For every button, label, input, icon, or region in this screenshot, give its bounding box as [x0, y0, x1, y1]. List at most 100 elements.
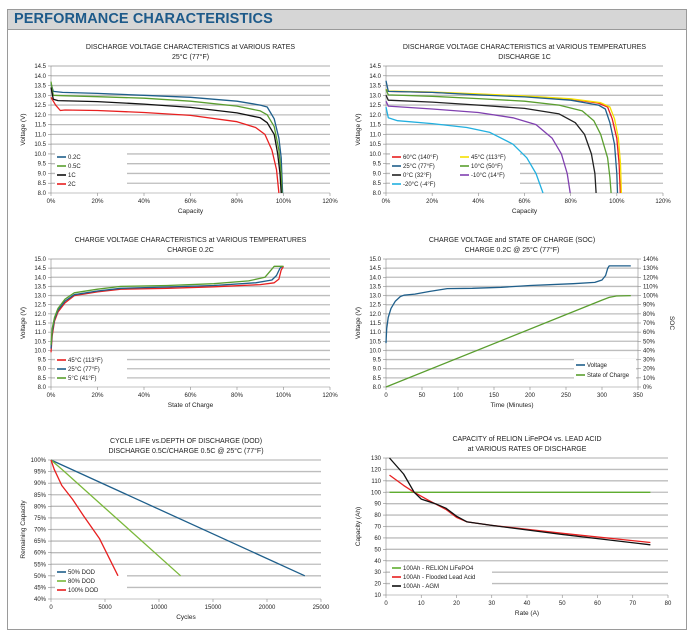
legend-label: 100% DOD [68, 588, 99, 594]
x-axis-label: State of Charge [168, 402, 214, 409]
series-line-25-c-77-f- [50, 265, 283, 349]
y-tick-label: 90% [34, 481, 47, 487]
y2-tick-label: 60% [643, 330, 656, 336]
y-tick-label: 12.0 [34, 113, 46, 119]
y-tick-label: 8.0 [38, 385, 47, 391]
y-axis-label: Voltage (V) [20, 307, 27, 339]
x-tick-label: 350 [633, 393, 644, 399]
series-line-voltage [385, 265, 631, 344]
legend-label: 0.5C [68, 164, 81, 170]
series-line-45-c-113-f- [50, 265, 285, 353]
y-tick-label: 8.5 [38, 376, 47, 382]
y-tick-label: 12.5 [34, 303, 46, 309]
y2-tick-label: 30% [643, 358, 656, 364]
y-tick-label: 10.5 [34, 142, 46, 148]
y-tick-label: 12.0 [369, 312, 381, 318]
x-tick-label: 0% [47, 393, 56, 399]
x-tick-label: 5000 [98, 605, 112, 611]
x-tick-label: 0 [384, 601, 388, 607]
y-tick-label: 100 [371, 490, 382, 496]
y-tick-label: 13.5 [369, 284, 381, 290]
y-tick-label: 50 [374, 547, 381, 553]
y-tick-label: 14.0 [369, 275, 381, 281]
y-tick-label: 70 [374, 525, 381, 531]
y-tick-label: 40 [374, 559, 381, 565]
y2-tick-label: 90% [643, 303, 656, 309]
x-tick-label: 100% [609, 199, 625, 205]
y-axis-label: Capacity (Ah) [355, 507, 362, 546]
y-tick-label: 95% [34, 470, 47, 476]
y2-axis-label: SOC [668, 316, 675, 330]
chart-discharge-temps: DISCHARGE VOLTAGE CHARACTERISTICS at VAR… [355, 44, 671, 215]
x-tick-label: 10 [418, 601, 425, 607]
legend-box [55, 354, 127, 385]
y-tick-label: 20 [374, 582, 381, 588]
y-tick-label: 50% [34, 574, 47, 580]
chart-subtitle: CHARGE 0.2C [167, 247, 214, 254]
y-tick-label: 10.0 [34, 348, 46, 354]
series-line-25-c-77-f- [385, 80, 619, 194]
y-tick-label: 12.0 [34, 312, 46, 318]
legend-label: 0.2C [68, 155, 81, 161]
y-tick-label: 14.5 [369, 266, 381, 272]
x-tick-label: 20% [91, 393, 104, 399]
y-tick-label: 13.0 [34, 294, 46, 300]
x-axis-label: Capacity [178, 208, 204, 215]
chart-capacity-compare: CAPACITY of RELION LiFePO4 vs. LEAD ACID… [355, 436, 672, 617]
x-tick-label: 70 [629, 601, 636, 607]
y-tick-label: 60% [34, 551, 47, 557]
y-tick-label: 13.0 [34, 93, 46, 99]
x-tick-label: 120% [322, 199, 338, 205]
y2-tick-label: 110% [643, 284, 659, 290]
series-line-10-c-50-f- [385, 89, 612, 194]
legend-label: 60°C (140°F) [403, 155, 438, 161]
x-tick-label: 0 [49, 605, 53, 611]
x-tick-label: 0% [382, 199, 391, 205]
y2-tick-label: 0% [643, 385, 652, 391]
series-line-100-dod [50, 459, 119, 577]
y-tick-label: 9.0 [373, 171, 382, 177]
series-line-1c [50, 87, 282, 194]
x-tick-label: 40% [472, 199, 485, 205]
legend-label: Voltage [587, 363, 608, 369]
x-tick-label: 60% [184, 393, 197, 399]
y-tick-label: 13.5 [34, 284, 46, 290]
x-axis-label: Rate (A) [515, 610, 539, 617]
legend-box [390, 151, 520, 191]
y2-tick-label: 120% [643, 275, 659, 281]
section-header: PERFORMANCE CHARACTERISTICS [7, 9, 687, 30]
x-tick-label: 0 [384, 393, 388, 399]
legend-label: 10°C (50°F) [471, 164, 503, 170]
y2-tick-label: 20% [643, 367, 656, 373]
legend-label: 45°C (113°F) [471, 155, 506, 161]
y-tick-label: 80% [34, 504, 47, 510]
x-tick-label: 120% [655, 199, 671, 205]
y-tick-label: 12.5 [369, 303, 381, 309]
x-tick-label: 60% [518, 199, 531, 205]
y-tick-label: 10.0 [369, 348, 381, 354]
x-tick-label: 40% [138, 199, 151, 205]
y-tick-label: 65% [34, 539, 47, 545]
y-tick-label: 45% [34, 585, 47, 591]
y2-tick-label: 100% [643, 294, 659, 300]
y-tick-label: 110 [371, 479, 381, 485]
x-tick-label: 80% [231, 393, 244, 399]
x-tick-label: 10000 [151, 605, 168, 611]
x-tick-label: 80% [231, 199, 244, 205]
x-tick-label: 40% [138, 393, 151, 399]
y-tick-label: 120 [371, 467, 382, 473]
chart-title: CHARGE VOLTAGE and STATE OF CHARGE (SOC) [429, 237, 595, 244]
y-tick-label: 10 [374, 593, 381, 599]
x-tick-label: 100% [276, 393, 292, 399]
legend-label: 25°C (77°F) [403, 164, 435, 170]
x-tick-label: 30 [488, 601, 495, 607]
x-tick-label: 20% [91, 199, 104, 205]
x-tick-label: 15000 [205, 605, 222, 611]
y-tick-label: 60 [374, 536, 381, 542]
series-line-0-5c [50, 81, 283, 194]
y-tick-label: 11.5 [35, 123, 47, 129]
x-tick-label: 80 [665, 601, 672, 607]
y-tick-label: 14.0 [34, 74, 46, 80]
y-tick-label: 85% [34, 493, 47, 499]
y-axis-label: Voltage (V) [355, 113, 362, 145]
